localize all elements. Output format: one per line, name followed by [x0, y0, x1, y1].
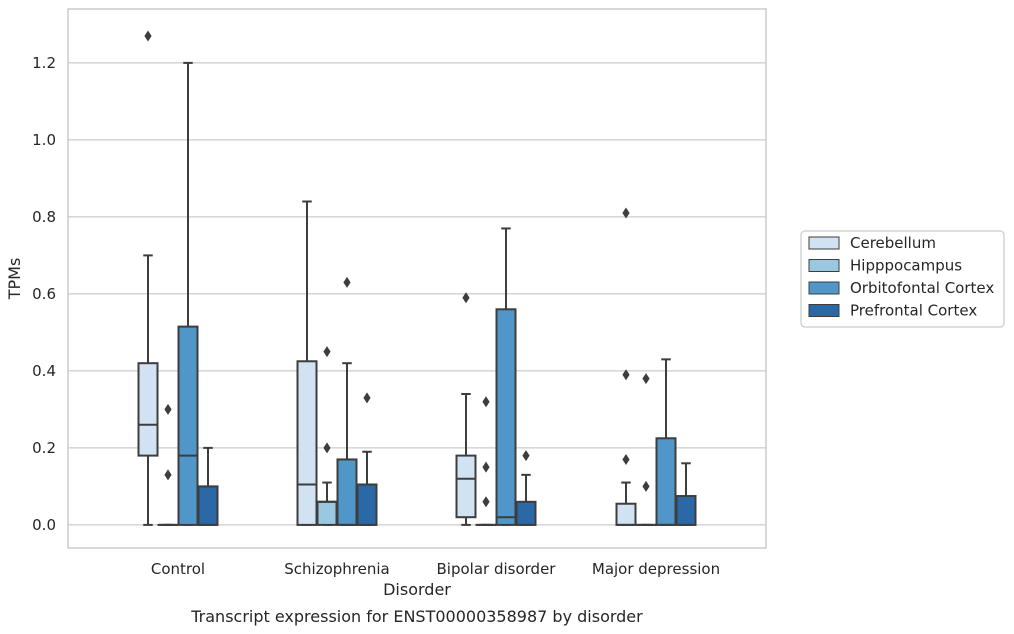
- box-hipppocampus: [635, 373, 657, 526]
- box-iqr: [137, 362, 159, 457]
- box-iqr: [336, 458, 358, 526]
- box-iqr: [356, 483, 378, 526]
- box-iqr: [675, 495, 697, 526]
- box-iqr: [495, 308, 517, 526]
- legend: Cerebellum Hipppocampus Orbitofontal Corte…: [800, 230, 1005, 328]
- box-iqr: [655, 437, 677, 526]
- box-prefrontal-cortex: [197, 446, 219, 526]
- box-orbitofontal-cortex: [336, 276, 358, 526]
- outlier-point: [363, 392, 371, 404]
- box-iqr: [455, 454, 477, 519]
- outlier-point: [642, 480, 650, 492]
- outlier-point: [482, 496, 490, 508]
- plot-area-boxes: [137, 30, 697, 526]
- y-tick-labels: 0.0 0.2 0.4 0.6 0.8 1.0 1.2: [32, 54, 56, 534]
- box-cerebellum: [296, 200, 318, 526]
- outlier-point: [323, 442, 331, 454]
- outlier-point: [164, 403, 172, 415]
- outlier-point: [622, 369, 630, 381]
- y-tick-label: 0.2: [32, 439, 56, 457]
- legend-swatch: [808, 281, 840, 295]
- box-cerebellum: [615, 207, 637, 526]
- legend-swatch: [808, 259, 840, 272]
- y-tick-label: 0.8: [32, 208, 56, 226]
- box-iqr: [615, 502, 637, 526]
- legend-label: Prefrontal Cortex: [850, 302, 977, 320]
- y-tick-label: 0.0: [32, 516, 56, 534]
- y-tick-label: 0.4: [32, 362, 56, 380]
- x-tick-labels: Control Schizophrenia Bipolar disorder Majo…: [151, 560, 720, 578]
- box-orbitofontal-cortex: [655, 358, 677, 526]
- outlier-point: [482, 396, 490, 408]
- box-orbitofontal-cortex: [495, 227, 517, 526]
- outlier-point: [622, 207, 630, 219]
- y-tick-label: 1.2: [32, 54, 56, 72]
- outlier-point: [642, 373, 650, 385]
- legend-label: Cerebellum: [850, 234, 936, 252]
- outlier-point: [522, 450, 530, 462]
- outlier-point: [622, 453, 630, 465]
- x-tick-label: Control: [151, 560, 205, 578]
- box-iqr: [316, 500, 338, 526]
- y-tick-label: 0.6: [32, 285, 56, 303]
- box-hipppocampus: [475, 396, 497, 526]
- outlier-point: [164, 469, 172, 481]
- outlier-point: [482, 461, 490, 473]
- x-tick-label: Schizophrenia: [284, 560, 389, 578]
- box-hipppocampus: [157, 403, 179, 526]
- outlier-point: [343, 276, 351, 288]
- box-cerebellum: [137, 30, 159, 526]
- box-hipppocampus: [316, 346, 338, 526]
- box-prefrontal-cortex: [515, 450, 537, 526]
- legend-label: Hipppocampus: [850, 257, 962, 275]
- x-tick-label: Major depression: [592, 560, 720, 578]
- x-tick-label: Bipolar disorder: [437, 560, 557, 578]
- box-iqr: [515, 500, 537, 526]
- box-prefrontal-cortex: [675, 462, 697, 526]
- x-axis-label: Disorder: [383, 580, 451, 599]
- plot-frame: [67, 8, 767, 549]
- box-orbitofontal-cortex: [177, 61, 199, 526]
- box-iqr: [197, 485, 219, 526]
- figure-caption: Transcript expression for ENST0000035898…: [190, 607, 643, 626]
- legend-swatch: [808, 236, 840, 250]
- box-iqr: [296, 360, 318, 526]
- y-axis-label: TPMs: [5, 258, 24, 301]
- legend-label: Orbitofontal Cortex: [850, 279, 994, 297]
- legend-swatch: [808, 304, 840, 317]
- y-tick-label: 1.0: [32, 131, 56, 149]
- outlier-point: [144, 30, 152, 42]
- outlier-point: [323, 346, 331, 358]
- box-cerebellum: [455, 292, 477, 526]
- box-iqr: [177, 325, 199, 526]
- outlier-point: [462, 292, 470, 304]
- box-prefrontal-cortex: [356, 392, 378, 526]
- legend-frame: [800, 230, 1005, 328]
